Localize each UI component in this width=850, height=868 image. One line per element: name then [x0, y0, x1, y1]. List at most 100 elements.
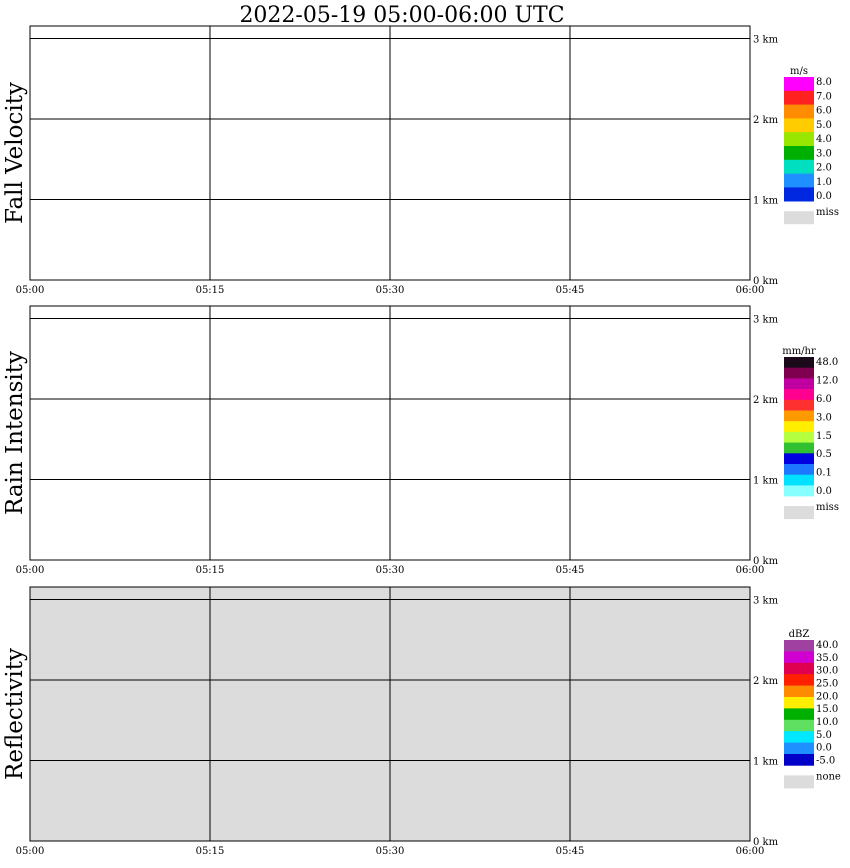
- legend-swatch: [784, 187, 814, 202]
- legend-label: 25.0: [816, 678, 838, 689]
- legend-swatch: [784, 378, 814, 390]
- y-tick-label: 3 km: [753, 596, 779, 607]
- x-tick-label: 05:15: [196, 565, 225, 576]
- legend-units: mm/hr: [782, 346, 816, 357]
- legend-swatch: [784, 719, 814, 732]
- legend-swatch: [784, 474, 814, 486]
- legend-swatch-missing: [784, 775, 814, 789]
- y-tick-label: 1 km: [753, 757, 779, 768]
- legend-label-missing: miss: [816, 207, 839, 218]
- legend-label: 35.0: [816, 653, 838, 664]
- legend-label: -5.0: [816, 755, 835, 766]
- legend-label: 10.0: [816, 717, 838, 728]
- y-tick-label: 0 km: [753, 837, 779, 848]
- x-tick-label: 05:15: [196, 285, 225, 296]
- y-axis-label: Reflectivity: [2, 648, 28, 780]
- y-tick-label: 3 km: [753, 35, 779, 46]
- legend-units: m/s: [790, 66, 808, 77]
- plot-border: [29, 305, 751, 561]
- legend-label: 6.0: [816, 394, 832, 405]
- plot-border: [29, 586, 751, 842]
- legend-label: 2.0: [816, 163, 832, 174]
- plot-border: [29, 25, 751, 281]
- x-tick-label: 05:30: [376, 285, 405, 296]
- legend-label: 12.0: [816, 375, 838, 386]
- x-tick-label: 05:45: [556, 285, 585, 296]
- panel-1: 05:00 05:15 05:30 05:45 06:000 km 1 km 2 km 3 k…: [2, 25, 839, 296]
- legend-label: 1.5: [816, 431, 832, 442]
- legend-label: 48.0: [816, 357, 838, 368]
- x-tick-label: 06:00: [736, 285, 765, 296]
- legend-swatch: [784, 662, 814, 675]
- legend-swatch: [784, 146, 814, 161]
- panel-3: 05:00 05:15 05:30 05:45 06:000 km 1 km 2 km 3 k…: [2, 586, 841, 857]
- legend-label: 0.0: [816, 743, 832, 754]
- legend-swatch: [784, 399, 814, 411]
- legend-label: 5.0: [816, 120, 832, 131]
- legend-label: 5.0: [816, 730, 832, 741]
- legend-label: 40.0: [816, 640, 838, 651]
- legend-label: 0.0: [816, 486, 832, 497]
- y-tick-label: 1 km: [753, 196, 779, 207]
- x-tick-label: 05:00: [16, 285, 45, 296]
- legend-swatch: [784, 453, 814, 465]
- y-tick-label: 2 km: [753, 395, 779, 406]
- legend-label: 0.0: [816, 191, 832, 202]
- legend-label: 30.0: [816, 666, 838, 677]
- legend-label: 0.1: [816, 468, 832, 479]
- chart-title: 2022-05-19 05:00-06:00 UTC: [239, 3, 564, 28]
- y-tick-label: 3 km: [753, 315, 779, 326]
- legend-swatch: [784, 742, 814, 755]
- legend-units: dBZ: [789, 629, 810, 640]
- legend-swatch: [784, 464, 814, 475]
- legend-swatch: [784, 674, 814, 686]
- panel-2: 05:00 05:15 05:30 05:45 06:000 km 1 km 2 km 3 k…: [2, 305, 839, 576]
- legend-swatch: [784, 442, 814, 454]
- y-tick-label: 1 km: [753, 476, 779, 487]
- legend-swatch-missing: [784, 506, 814, 520]
- legend-swatch: [784, 132, 814, 147]
- y-tick-label: 0 km: [753, 276, 779, 287]
- y-tick-label: 2 km: [753, 115, 779, 126]
- legend-label: 3.0: [816, 412, 832, 423]
- legend-swatch: [784, 431, 814, 443]
- legend-swatch: [784, 754, 814, 766]
- legend-swatch: [784, 697, 814, 709]
- legend-swatch: [784, 651, 814, 664]
- x-tick-label: 05:00: [16, 846, 45, 857]
- x-tick-label: 05:00: [16, 565, 45, 576]
- legend-swatch: [784, 708, 814, 721]
- legend-label: 15.0: [816, 704, 838, 715]
- y-tick-label: 2 km: [753, 676, 779, 687]
- legend-label: 0.5: [816, 449, 832, 460]
- legend-label: 20.0: [816, 691, 838, 702]
- x-tick-label: 06:00: [736, 565, 765, 576]
- legend-swatch: [784, 159, 814, 174]
- legend-swatch: [784, 685, 814, 698]
- legend-label-missing: none: [816, 771, 841, 782]
- legend-label: 1.0: [816, 177, 832, 188]
- x-tick-label: 05:30: [376, 846, 405, 857]
- y-tick-label: 0 km: [753, 556, 779, 567]
- legend-swatch: [784, 104, 814, 119]
- legend-swatch: [784, 118, 814, 133]
- x-tick-label: 05:45: [556, 846, 585, 857]
- legend-swatch: [784, 90, 814, 105]
- x-tick-label: 05:15: [196, 846, 225, 857]
- legend-label: 4.0: [816, 134, 832, 145]
- legend-swatch: [784, 367, 814, 379]
- legend-label: 7.0: [816, 91, 832, 102]
- x-tick-label: 06:00: [736, 846, 765, 857]
- legend-label: 3.0: [816, 148, 832, 159]
- legend: dBZ 40.0 35.0 30.025.0 20.0 15.0 10.0 5.0 0.0-5.…: [784, 629, 841, 789]
- y-axis-label: Fall Velocity: [2, 82, 28, 224]
- legend-swatch-missing: [784, 211, 814, 225]
- legend-swatch: [784, 389, 814, 401]
- legend-swatch: [784, 173, 814, 188]
- legend-swatch: [784, 421, 814, 433]
- x-tick-label: 05:45: [556, 565, 585, 576]
- legend-swatch: [784, 485, 814, 497]
- x-tick-label: 05:30: [376, 565, 405, 576]
- legend-swatch: [784, 410, 814, 422]
